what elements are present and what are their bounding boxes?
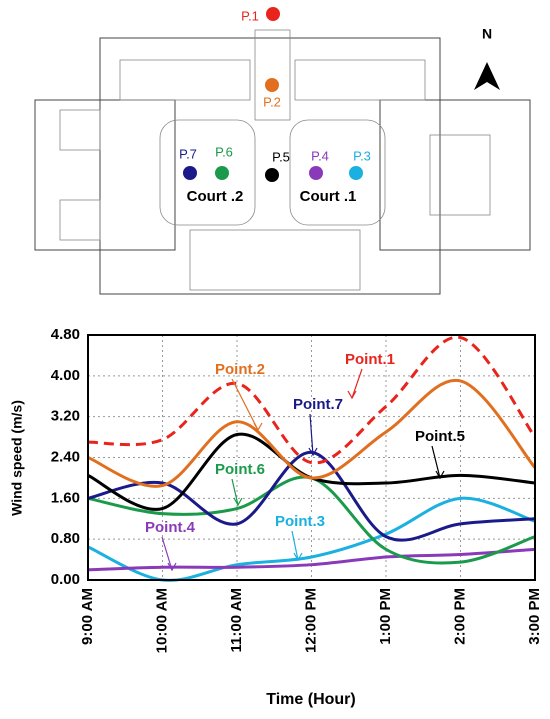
series-annotation: Point.1 [345,351,395,368]
court-label: Court .1 [300,188,357,205]
x-tick-label: 12:00 PM [302,588,319,653]
plot-frame [87,334,536,581]
annotation-arrowhead [167,562,177,572]
y-tick-label: 0.00 [51,571,80,588]
plan-outline [99,37,441,295]
floor-plan: N P.1 P.2 P.3 P.4 P.5 P.6 P.7 Court .2 C… [34,7,531,295]
annotation-arrowhead [347,390,357,400]
point-label: P.7 [179,146,197,161]
y-tick-label: 2.40 [51,448,80,465]
seating [429,134,491,216]
seating [59,109,101,151]
chart: Wind speed (m/s) Time (Hour) 0.00 0.80 1.6… [9,326,543,708]
point-label: P.4 [311,148,329,163]
north-arrow [474,62,500,90]
series-line [87,378,537,488]
series-line [87,547,536,572]
y-tick-label: 0.80 [51,530,80,547]
x-axis-label: Time (Hour) [266,691,355,708]
x-tick-label: 2:00 PM [451,588,468,645]
south-block [189,229,361,291]
annotation-arrow [231,378,259,431]
north-label: N [482,26,492,42]
x-tick-label: 1:00 PM [377,588,394,645]
series-annotation: Point.3 [275,513,325,530]
series-annotation: Point.6 [215,461,265,478]
series-annotation: Point.5 [415,428,465,445]
annotation-arrowhead [233,497,243,507]
y-tick-label: 4.00 [51,367,80,384]
x-tick-label: 9:00 AM [79,588,96,645]
point-label: P.2 [263,94,281,109]
north-west-rooms [119,59,251,101]
west-wing [34,99,176,251]
annotation-arrow [161,536,173,571]
x-tick-label: 11:00 AM [228,588,245,652]
court-2-area [159,119,256,226]
seating [59,199,101,241]
court-label: Court .2 [187,188,244,205]
point-label: P.3 [353,148,371,163]
annotation-arrowhead [253,422,263,432]
y-tick-label: 3.20 [51,408,80,425]
point-label: P.1 [241,8,259,23]
y-tick-label: 4.80 [51,326,80,343]
annotation-arrow [231,478,239,506]
y-tick-label: 1.60 [51,489,80,506]
point-marker [183,166,197,180]
point-marker [266,7,280,21]
annotation-arrow [309,413,314,456]
entrance [254,29,291,121]
series-line [87,336,537,465]
point-marker [215,166,229,180]
x-tick-label: 10:00 AM [153,588,170,653]
series-annotation: Point.4 [145,519,196,536]
x-tick-label: 3:00 PM [526,588,543,645]
east-wing [379,99,531,251]
court-1-area [289,119,386,226]
annotation-arrowhead [435,470,445,480]
series-annotation: Point.2 [215,361,265,378]
annotation-arrowhead [293,552,303,562]
annotation-arrow [351,368,363,399]
point-marker [309,166,323,180]
annotation-arrow [291,530,299,561]
series-annotation: Point.7 [293,396,343,413]
point-marker [265,78,279,92]
point-label: P.6 [215,144,233,159]
point-marker [265,168,279,182]
north-east-rooms [294,59,426,101]
annotation-arrowhead [308,447,318,457]
annotation-arrow [431,445,441,479]
point-label: P.5 [272,149,290,164]
y-axis-label: Wind speed (m/s) [9,400,25,516]
point-marker [349,166,363,180]
